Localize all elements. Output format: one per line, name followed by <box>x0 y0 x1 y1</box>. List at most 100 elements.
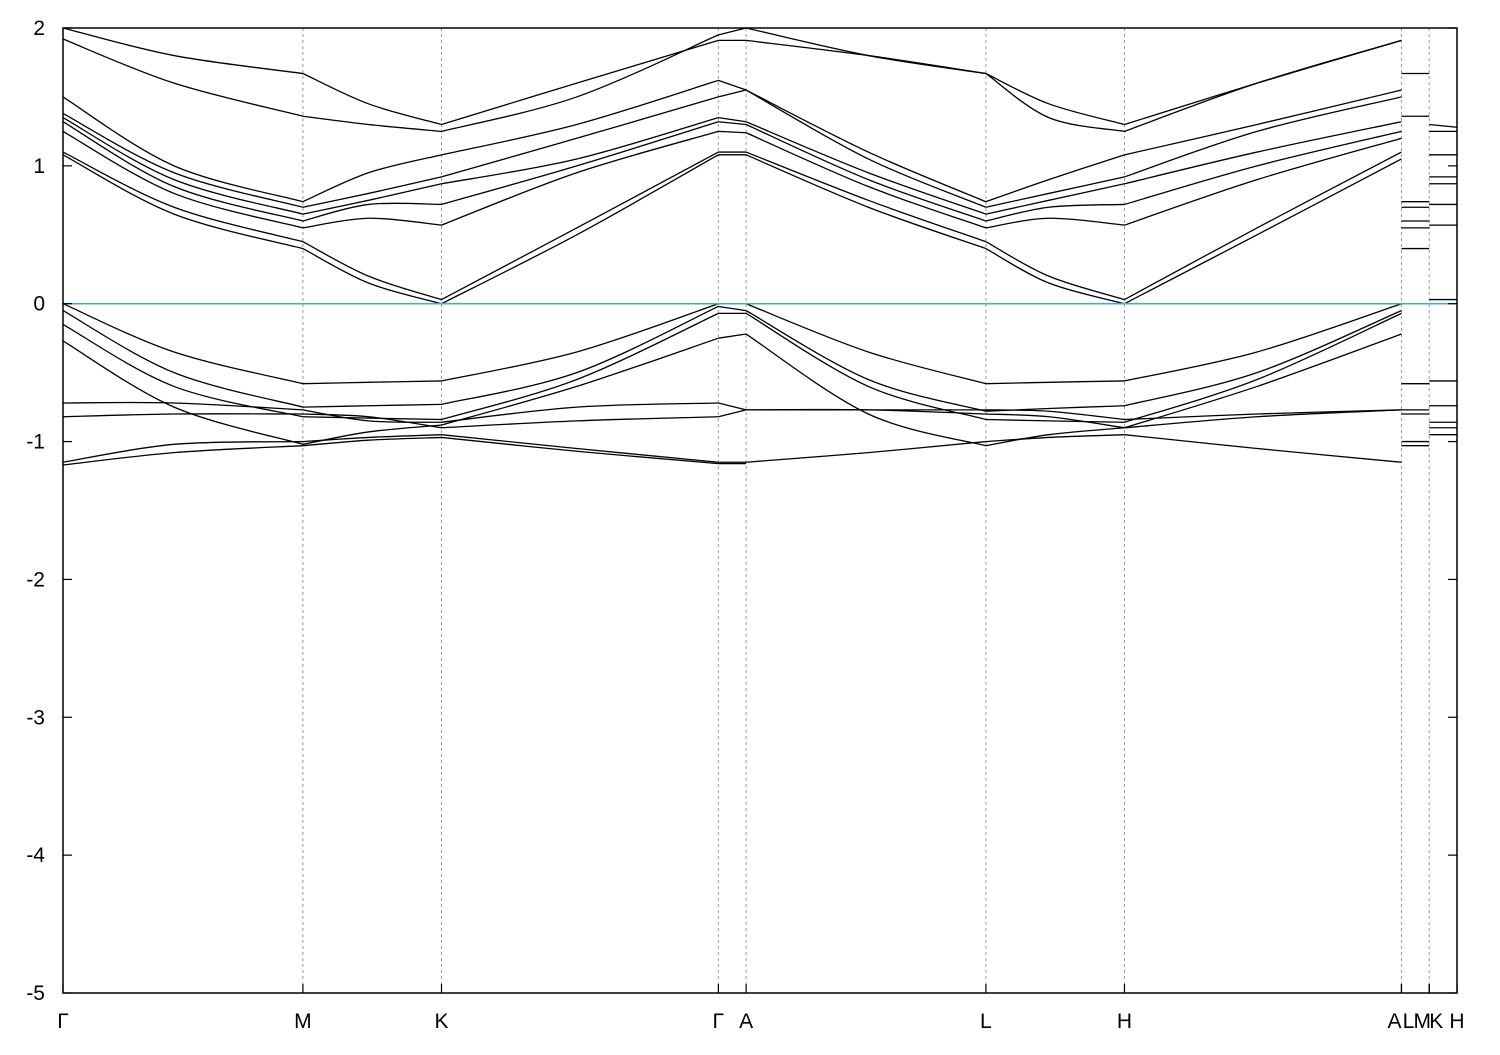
band-curve <box>302 183 442 215</box>
band-curve <box>718 409 747 418</box>
band-curve <box>441 151 719 301</box>
y-tick-label: 0 <box>33 293 45 316</box>
band-curve <box>985 217 1125 229</box>
band-curve <box>985 241 1125 301</box>
x-tick-label: M <box>294 1010 312 1033</box>
band-curve <box>441 434 719 463</box>
band-curve <box>302 409 442 423</box>
band-curve <box>441 416 719 429</box>
band-curve <box>441 154 719 305</box>
plot-frame <box>62 27 1458 994</box>
band-curve <box>1124 130 1402 206</box>
band-curve <box>1124 89 1402 156</box>
band-curve <box>985 183 1125 215</box>
band-curve <box>441 303 719 382</box>
band-curve <box>62 401 303 411</box>
band-curve <box>1124 409 1402 429</box>
band-curve <box>302 434 442 443</box>
band-curve <box>745 154 987 250</box>
x-tick-label: K <box>1429 1010 1443 1033</box>
band-curve <box>1124 39 1402 133</box>
band-curve <box>441 116 719 185</box>
band-curve <box>718 121 747 126</box>
band-curve <box>1124 151 1402 301</box>
band-curve <box>746 440 986 463</box>
band-curve <box>441 312 719 421</box>
band-curve <box>302 176 442 208</box>
band-curve <box>985 413 1125 429</box>
band-curve <box>718 27 747 36</box>
band-curve <box>441 337 719 426</box>
band-curve <box>62 117 304 215</box>
band-curve <box>985 203 1125 222</box>
band-curve <box>745 151 987 243</box>
band-curve <box>1124 434 1402 463</box>
band-curve <box>745 121 987 215</box>
band-curve <box>441 130 719 226</box>
band-curve <box>1124 121 1402 185</box>
band-curve <box>1124 39 1402 126</box>
band-curve <box>62 440 303 463</box>
y-tick-label: -4 <box>26 844 45 867</box>
band-curve <box>985 434 1125 443</box>
x-tick-label: K <box>434 1010 448 1033</box>
band-curve <box>745 27 986 75</box>
band-curve <box>1124 312 1402 423</box>
y-tick-label: -2 <box>26 568 45 591</box>
band-curve <box>718 130 747 134</box>
band-curve <box>1124 96 1402 178</box>
y-tick-label: -5 <box>26 982 45 1005</box>
band-curve <box>441 34 719 133</box>
band-curve <box>718 89 747 98</box>
band-curve <box>62 323 304 418</box>
band-curve <box>302 154 442 203</box>
band-curve <box>985 409 1125 421</box>
y-tick-label: -1 <box>26 431 45 454</box>
band-curve <box>985 176 1125 208</box>
x-tick-label: Γ <box>57 1010 69 1033</box>
band-curve <box>441 305 719 405</box>
x-tick-label: H <box>1117 1010 1132 1033</box>
band-curve <box>1124 158 1402 305</box>
band-curve <box>1124 303 1402 382</box>
y-tick-label: 2 <box>33 17 45 40</box>
band-curve <box>441 121 719 206</box>
band-curve <box>62 121 304 222</box>
band-curve <box>441 79 719 156</box>
band-curve <box>985 72 1125 133</box>
band-curve <box>441 96 719 178</box>
band-curve <box>985 418 1125 423</box>
y-tick-label: -3 <box>26 706 45 729</box>
band-curve <box>745 89 987 208</box>
band-curve <box>302 72 442 126</box>
y-axis-ticks: 2 1 0 -1 -2 -3 -4 -5 <box>26 17 1457 1005</box>
band-curve <box>718 333 747 339</box>
y-tick-label: 1 <box>33 155 45 178</box>
band-curve <box>745 132 987 229</box>
x-tick-label: A <box>739 1010 753 1033</box>
band-curve <box>745 89 987 203</box>
band-curve <box>302 403 442 408</box>
band-curve <box>62 130 304 229</box>
band-curve <box>62 445 303 466</box>
band-curve <box>985 380 1125 385</box>
band-curve <box>718 79 747 91</box>
x-tick-label: A <box>1387 1010 1401 1033</box>
band-curve <box>985 72 1125 126</box>
band-curve <box>302 413 442 429</box>
band-curve <box>62 303 304 385</box>
band-curve <box>302 424 442 445</box>
band-curve <box>302 115 442 133</box>
band-curve <box>62 154 304 250</box>
band-curve <box>302 436 442 447</box>
band-curve <box>441 402 719 423</box>
band-curve <box>62 27 304 75</box>
band-curve <box>718 305 747 312</box>
band-curve <box>1124 137 1402 226</box>
x-tick-label: L <box>980 1010 992 1033</box>
band-curve <box>302 380 442 385</box>
band-curve <box>62 413 303 418</box>
band-curve <box>985 154 1125 203</box>
